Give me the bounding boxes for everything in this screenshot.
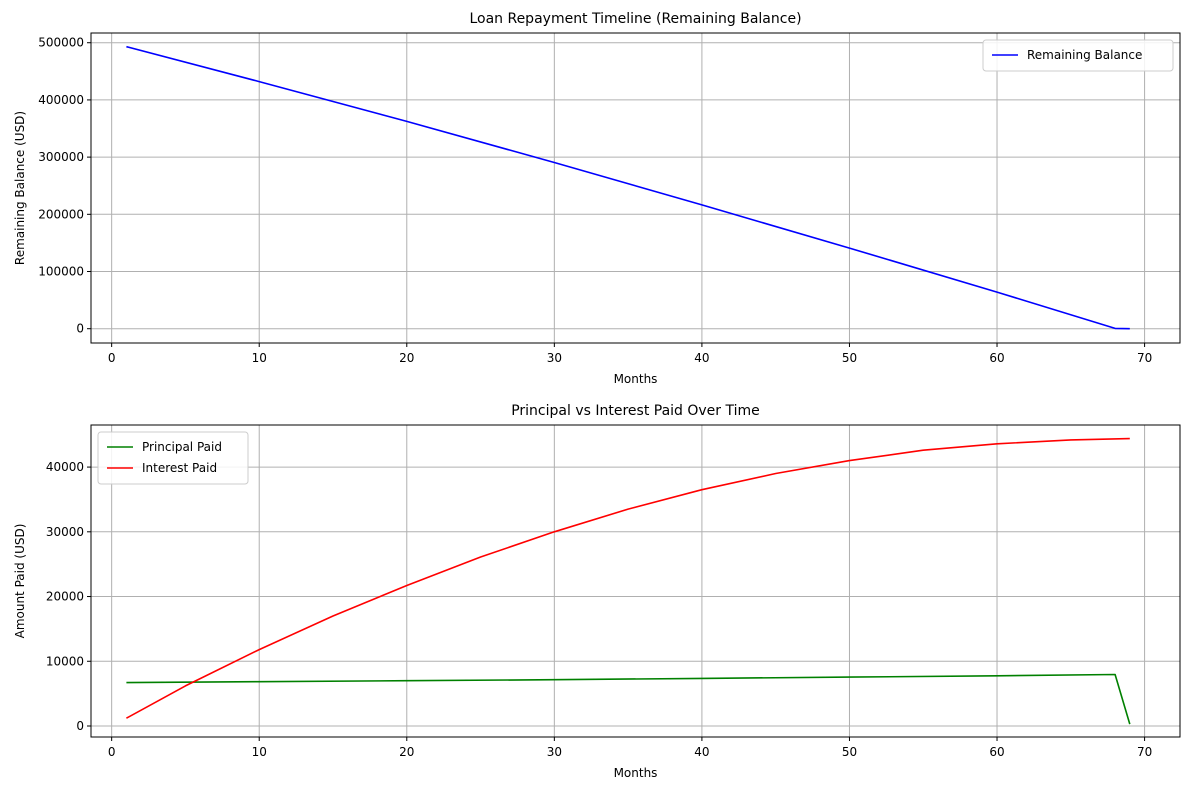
principal-interest-x-tick-label: 30 xyxy=(547,745,562,759)
balance-x-tick-label: 10 xyxy=(252,351,267,365)
principal-interest-y-tick-label: 30000 xyxy=(46,525,84,539)
principal-interest-plot-frame xyxy=(90,424,1181,738)
balance-plot-frame xyxy=(90,32,1181,344)
principal-interest-y-axis-label: Amount Paid (USD) xyxy=(13,524,27,639)
principal-interest-ticks: 0 10 20 30 40 50 60 70 0 10000 20000 30000 40000 xyxy=(46,460,1152,759)
balance-x-tick-label: 40 xyxy=(694,351,709,365)
balance-y-tick-label: 200000 xyxy=(38,207,84,221)
interest-paid-line xyxy=(126,437,1130,719)
principal-interest-x-tick-label: 0 xyxy=(108,745,116,759)
remaining-balance-legend-label: Remaining Balance xyxy=(1027,48,1142,62)
balance-series xyxy=(126,45,1130,330)
balance-chart: 0 10 20 30 40 50 60 70 0 100000 200000 300000 400000… xyxy=(13,11,1181,386)
balance-x-tick-label: 60 xyxy=(989,351,1004,365)
balance-x-tick-label: 0 xyxy=(108,351,116,365)
principal-interest-chart-title: Principal vs Interest Paid Over Time xyxy=(511,403,760,419)
principal-interest-series xyxy=(126,437,1131,725)
balance-x-tick-label: 50 xyxy=(842,351,857,365)
principal-interest-x-axis-label: Months xyxy=(614,766,658,780)
balance-y-tick-label: 300000 xyxy=(38,150,84,164)
balance-legend: Remaining Balance xyxy=(982,39,1174,72)
balance-y-tick-label: 100000 xyxy=(38,265,84,279)
principal-interest-x-tick-label: 50 xyxy=(842,745,857,759)
principal-interest-legend-box xyxy=(97,431,249,485)
balance-y-tick-label: 0 xyxy=(76,322,84,336)
principal-interest-y-tick-label: 0 xyxy=(76,719,84,733)
balance-ticks: 0 10 20 30 40 50 60 70 0 100000 200000 300000 400000… xyxy=(38,36,1152,365)
principal-interest-x-tick-label: 60 xyxy=(989,745,1004,759)
principal-paid-line xyxy=(126,673,1131,725)
principal-interest-grid xyxy=(91,425,1180,737)
principal-interest-x-tick-label: 20 xyxy=(399,745,414,759)
balance-x-tick-label: 30 xyxy=(547,351,562,365)
principal-interest-y-tick-label: 20000 xyxy=(46,590,84,604)
principal-interest-chart: 0 10 20 30 40 50 60 70 0 10000 20000 30000 40000 Pri… xyxy=(13,403,1181,780)
balance-y-tick-label: 500000 xyxy=(38,36,84,50)
balance-y-tick-label: 400000 xyxy=(38,93,84,107)
principal-interest-y-tick-label: 40000 xyxy=(46,460,84,474)
principal-paid-legend-label: Principal Paid xyxy=(142,440,222,454)
balance-x-tick-label: 20 xyxy=(399,351,414,365)
balance-y-axis-label: Remaining Balance (USD) xyxy=(13,111,27,265)
principal-interest-x-tick-label: 70 xyxy=(1137,745,1152,759)
balance-chart-title: Loan Repayment Timeline (Remaining Balan… xyxy=(469,11,801,27)
principal-interest-x-tick-label: 40 xyxy=(694,745,709,759)
balance-x-axis-label: Months xyxy=(614,372,658,386)
interest-paid-legend-label: Interest Paid xyxy=(142,461,217,475)
balance-x-tick-label: 70 xyxy=(1137,351,1152,365)
remaining-balance-line xyxy=(126,45,1130,330)
balance-legend-box xyxy=(982,39,1174,72)
principal-interest-x-tick-label: 10 xyxy=(252,745,267,759)
principal-interest-legend: Principal Paid Interest Paid xyxy=(97,431,249,485)
principal-interest-y-tick-label: 10000 xyxy=(46,654,84,668)
